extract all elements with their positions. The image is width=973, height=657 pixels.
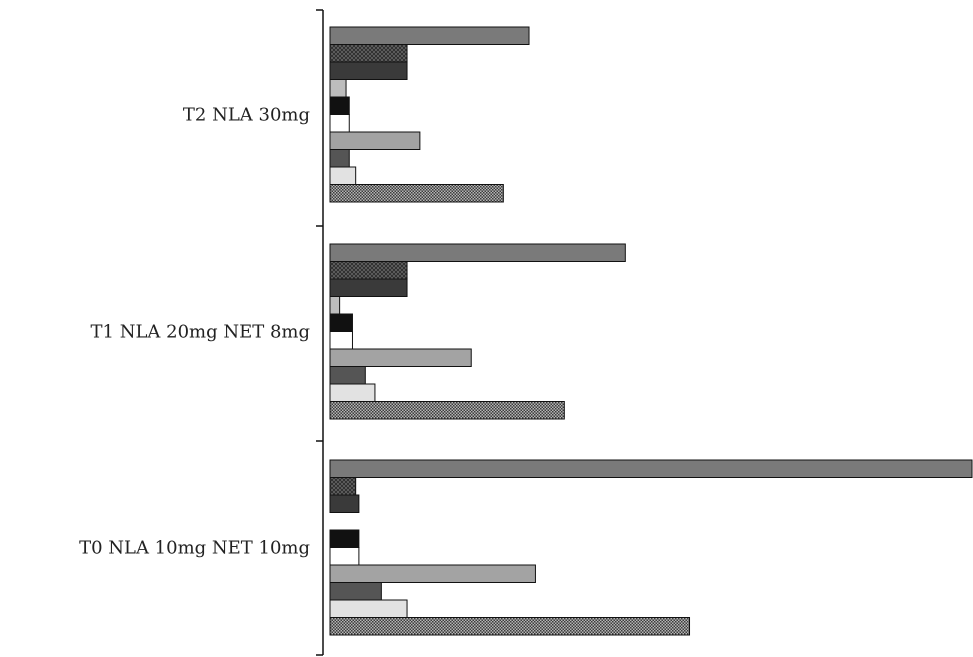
- bar-2-series-1: [329, 243, 626, 262]
- bar-2-series-6: [329, 331, 353, 350]
- bar-1-series-8: [329, 149, 350, 168]
- bar-3-series-2: [329, 477, 357, 496]
- bar-3-series-1: [329, 459, 973, 478]
- category-label: T0 NLA 10mg NET 10mg: [79, 538, 310, 559]
- bar-3-series-10: [329, 617, 691, 636]
- bar-3-series-3: [329, 494, 360, 513]
- bar-1-series-2: [329, 44, 408, 63]
- category-label: T2 NLA 30mg: [183, 105, 310, 126]
- bar-1-series-10: [329, 184, 504, 203]
- bar-1-series-9: [329, 166, 357, 185]
- category-label: T1 NLA 20mg NET 8mg: [91, 322, 310, 343]
- bar-3-series-7: [329, 564, 536, 583]
- bar-1-series-4: [329, 79, 347, 98]
- bar-2-series-7: [329, 348, 472, 367]
- bar-1-series-5: [329, 96, 350, 115]
- bar-2-series-4: [329, 296, 341, 315]
- bar-2-series-8: [329, 366, 366, 385]
- bars: [329, 26, 973, 636]
- category-labels: T2 NLA 30mg T1 NLA 20mg NET 8mg T0 NLA 10m…: [79, 105, 310, 559]
- bar-1-series-1: [329, 26, 530, 45]
- bar-2-series-9: [329, 383, 376, 402]
- y-axis: [316, 9, 324, 656]
- bar-3-series-5: [329, 529, 360, 548]
- bar-3-series-9: [329, 599, 408, 618]
- bar-2-series-10: [329, 401, 565, 420]
- bar-1-series-6: [329, 114, 350, 133]
- bar-2-series-5: [329, 313, 353, 332]
- bar-1-series-3: [329, 61, 408, 80]
- bar-3-series-8: [329, 582, 382, 601]
- bar-2-series-2: [329, 261, 408, 280]
- bar-1-series-7: [329, 131, 421, 150]
- bar-3-series-6: [329, 547, 360, 566]
- bar-2-series-3: [329, 278, 408, 297]
